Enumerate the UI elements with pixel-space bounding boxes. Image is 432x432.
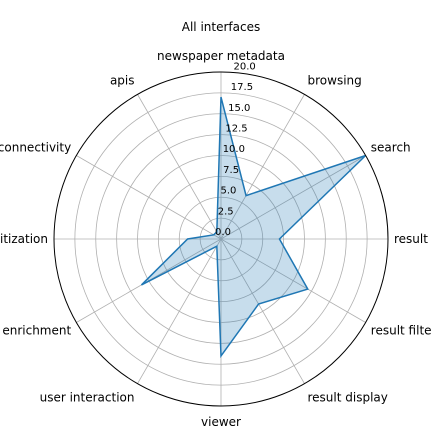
polar-frame [53,71,389,407]
radial-tick-label: 0.0 [215,227,231,238]
category-label: connectivity [0,141,71,155]
category-label: result filtering [371,324,432,338]
radial-tick-label: 17.5 [231,82,253,93]
radial-tick-label: 2.5 [218,206,234,217]
category-label: enrichment [2,324,71,338]
grid-spoke [220,238,366,323]
category-label: search [371,141,411,155]
series-layer [140,96,367,359]
grid-spoke [137,94,222,240]
category-label: user interaction [40,391,135,405]
category-label: info on digitization [0,232,48,246]
radial-tick-label: 7.5 [223,165,239,176]
grid-spoke [220,238,305,384]
category-label: browsing [308,74,362,88]
category-label: viewer [201,415,241,429]
series-area [141,97,366,356]
grid-spoke [137,238,222,384]
chart-title: All interfaces [182,20,260,34]
radial-tick-label: 20.0 [234,61,256,72]
category-label: result display [308,391,388,405]
radial-tick-labels: 0.0 2.5 5.0 7.5 10.0 12.5 15.0 17.5 20.0 [215,61,256,238]
grid-spoke [220,94,305,240]
grid-spoke [76,155,222,240]
radial-tick-label: 12.5 [225,124,247,135]
grid-spoke [220,155,366,240]
category-label: apis [110,74,135,88]
category-label: newspaper metadata [157,49,285,63]
radial-tick-label: 5.0 [220,186,236,197]
radial-tick-label: 10.0 [223,144,245,155]
category-labels: newspaper metadata browsing search result s… [0,49,432,429]
category-label: result sorting [394,232,432,246]
radial-tick-label: 15.0 [228,103,250,114]
